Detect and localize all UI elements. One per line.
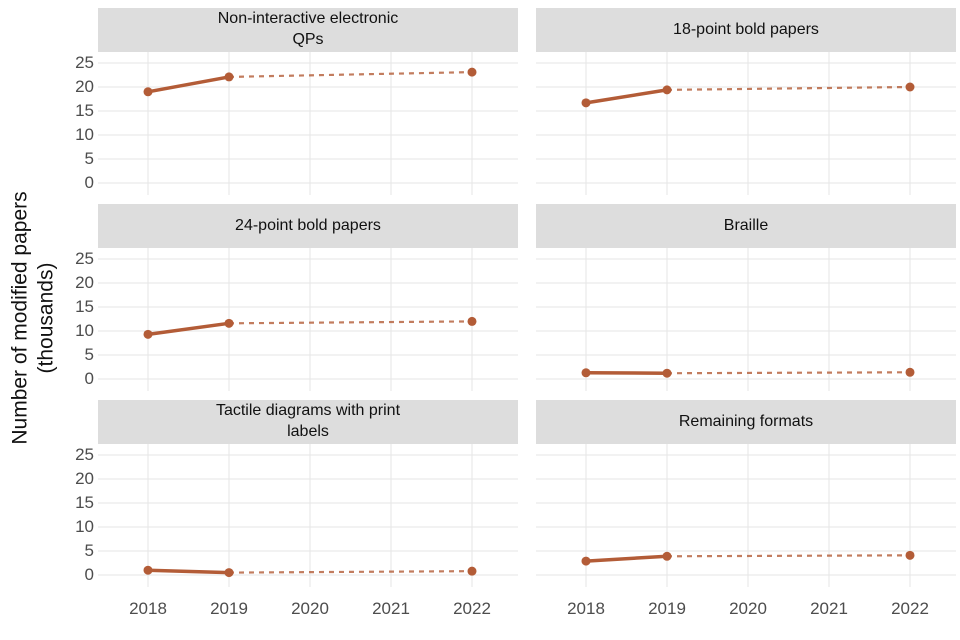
series-line-solid (584, 88, 669, 105)
data-point (143, 87, 153, 97)
facet-plot (536, 52, 956, 195)
data-point (467, 67, 477, 77)
series-line-dashed (228, 570, 473, 574)
data-point (581, 368, 591, 378)
y-tick-label: 20 (75, 77, 94, 96)
y-tick-label: 25 (75, 249, 94, 268)
x-tick-label: 2021 (372, 599, 410, 618)
y-tick-label: 0 (84, 369, 94, 388)
y-tick-label: 5 (84, 345, 94, 364)
x-tick-label: 2020 (729, 599, 767, 618)
y-tick-label: 0 (84, 565, 94, 584)
data-point (662, 368, 672, 378)
y-axis-title: Number of modified papers (thousands) (7, 191, 58, 444)
data-point (905, 367, 915, 377)
y-axis-title-line1: Number of modified papers (8, 191, 32, 445)
facet-strip-title: Braille (723, 216, 769, 234)
data-point (905, 550, 915, 560)
facet-strip: Remaining formats (536, 400, 956, 444)
facet-strip: Tactile diagrams with print labels (98, 400, 518, 444)
facet-plot (98, 248, 518, 391)
facet-plot (536, 248, 956, 391)
y-tick-label: 20 (75, 469, 94, 488)
y-tick-label: 20 (75, 273, 94, 292)
facet-strip-title: 24-point bold papers (235, 216, 381, 234)
data-point (662, 551, 672, 561)
series-line-dashed (666, 85, 911, 91)
series-line-solid (146, 321, 231, 337)
y-tick-label: 25 (75, 53, 94, 72)
y-tick-label: 15 (75, 493, 94, 512)
y-tick-label: 10 (75, 321, 94, 340)
data-point (905, 82, 915, 92)
series-line-dashed (666, 371, 911, 375)
data-point (143, 329, 153, 339)
facet-plot (98, 444, 518, 587)
data-point (224, 568, 234, 578)
series-line-solid (146, 568, 231, 575)
facet-strip-title: Tactile diagrams with print (215, 402, 401, 420)
facet-strip-title: Non-interactive electronic (217, 10, 399, 28)
y-tick-label: 10 (75, 125, 94, 144)
facet-strip-title: Remaining formats (678, 412, 814, 430)
series-line-dashed (228, 71, 473, 79)
facet-strip-title: QPs (292, 31, 324, 48)
facet-strip-title: 18-point bold papers (673, 20, 819, 38)
x-tick-label: 2021 (810, 599, 848, 618)
series-line-dashed (228, 320, 473, 325)
facet-plot (536, 444, 956, 587)
x-tick-label: 2019 (210, 599, 248, 618)
facet-strip: Braille (536, 204, 956, 248)
data-point (581, 556, 591, 566)
series-line-dashed (666, 554, 911, 558)
x-tick-label: 2020 (291, 599, 329, 618)
y-tick-label: 15 (75, 101, 94, 120)
facet-strip: 18-point bold papers (536, 8, 956, 52)
y-tick-label: 15 (75, 297, 94, 316)
series-line-solid (146, 75, 231, 94)
data-point (224, 72, 234, 82)
series-line-solid (584, 554, 669, 563)
data-point (581, 98, 591, 108)
data-point (224, 318, 234, 328)
y-tick-label: 5 (84, 149, 94, 168)
data-point (467, 316, 477, 326)
y-tick-label: 10 (75, 517, 94, 536)
facet-plot (98, 52, 518, 195)
data-point (143, 565, 153, 575)
y-tick-label: 5 (84, 541, 94, 560)
facet-strip: 24-point bold papers (98, 204, 518, 248)
y-tick-label: 0 (84, 173, 94, 192)
x-tick-label: 2018 (129, 599, 167, 618)
x-tick-label: 2022 (891, 599, 929, 618)
x-tick-label: 2022 (453, 599, 491, 618)
x-tick-label: 2018 (567, 599, 605, 618)
y-axis-title-line2: (thousands) (34, 262, 57, 374)
data-point (662, 85, 672, 95)
facet-strip: Non-interactive electronic QPs (98, 8, 518, 52)
x-tick-label: 2019 (648, 599, 686, 618)
y-tick-label: 25 (75, 445, 94, 464)
facet-strip-title: labels (287, 423, 329, 440)
data-point (467, 566, 477, 576)
